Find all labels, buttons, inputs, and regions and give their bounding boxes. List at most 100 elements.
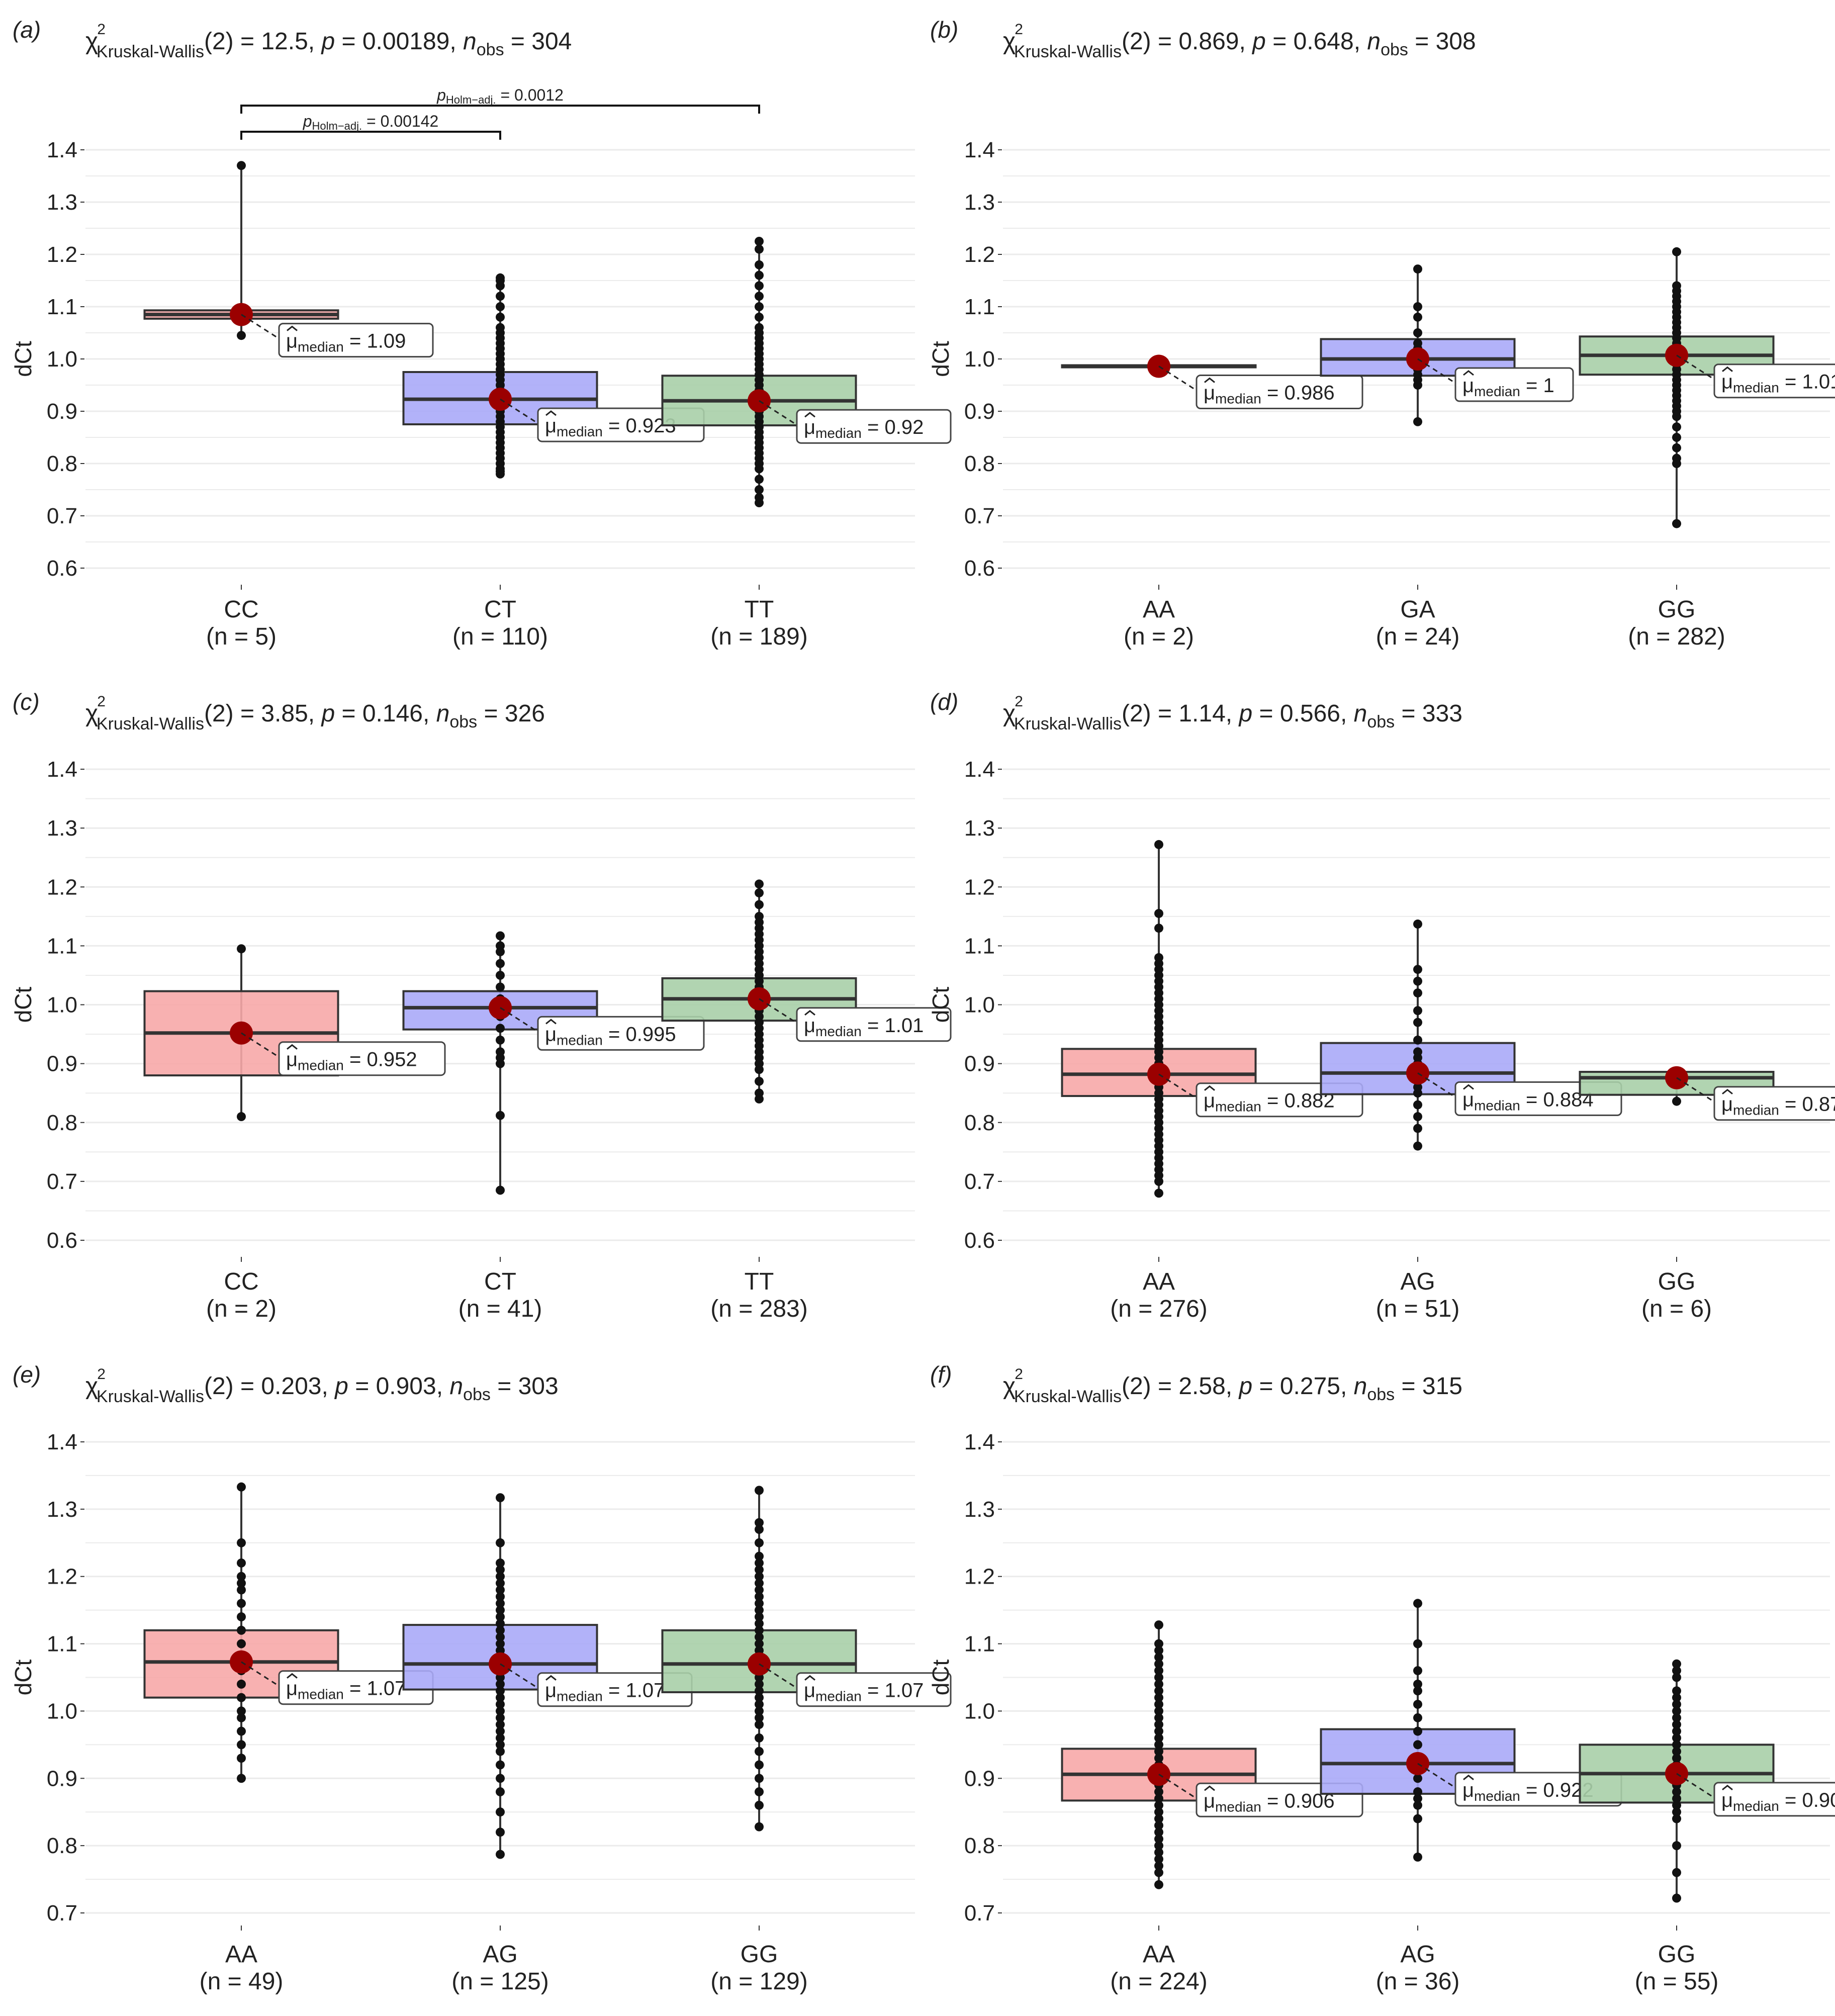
median-label: μmedian = 1.07: [545, 1680, 665, 1704]
data-point: [1672, 1893, 1681, 1903]
data-point: [755, 1619, 764, 1628]
data-point: [1154, 1666, 1163, 1676]
y-tick-label: 1.2: [47, 875, 77, 899]
data-point: [755, 1076, 764, 1086]
y-tick-label: 1.0: [47, 1699, 77, 1723]
x-n-label: (n = 49): [200, 1968, 284, 1995]
data-point: [237, 1558, 246, 1568]
data-point: [755, 879, 764, 889]
significance-bracket: pHolm−adj. = 0.0012: [240, 86, 760, 114]
data-point: [237, 1713, 246, 1722]
y-tick-label: 1.4: [964, 1430, 995, 1454]
data-point: [1154, 924, 1163, 933]
x-n-label: (n = 224): [1110, 1968, 1207, 1995]
median-label-leader: [500, 1007, 538, 1033]
data-point: [1413, 1599, 1422, 1608]
y-axis-label: dCt: [10, 1659, 36, 1695]
panel-tag: (d): [930, 689, 958, 715]
median-label: μmedian = 1: [1462, 375, 1554, 399]
y-tick-label: 0.8: [47, 451, 77, 476]
y-tick-label: 1.0: [47, 993, 77, 1018]
x-tick-label: TT: [745, 1268, 774, 1295]
data-point: [237, 1726, 246, 1736]
y-tick-label: 0.7: [964, 504, 995, 528]
data-point: [755, 1822, 764, 1831]
data-point: [496, 1538, 505, 1547]
x-tick-label: CC: [224, 596, 258, 623]
x-tick-label: AG: [483, 1941, 517, 1968]
hat-mark: [1204, 377, 1215, 383]
x-n-label: (n = 41): [458, 1296, 542, 1322]
x-n-label: (n = 55): [1635, 1968, 1719, 1995]
data-point: [496, 1565, 505, 1575]
data-point: [1413, 1726, 1422, 1736]
data-point: [237, 1679, 246, 1689]
data-point: [1672, 1673, 1681, 1682]
data-point: [496, 1185, 505, 1195]
data-point: [1154, 1693, 1163, 1702]
y-tick-label: 0.6: [47, 1228, 77, 1253]
data-point: [496, 1585, 505, 1595]
data-point: [237, 331, 246, 340]
data-point: [1672, 443, 1681, 452]
x-n-label: (n = 6): [1641, 1296, 1712, 1322]
median-label: μmedian = 0.907: [1721, 1789, 1835, 1814]
median-label-box: [796, 1007, 952, 1042]
x-tick-label: CC: [224, 1268, 258, 1295]
data-point: [1413, 1047, 1422, 1057]
median-label: μmedian = 1.09: [286, 330, 406, 355]
x-n-label: (n = 36): [1376, 1968, 1460, 1995]
panel-tag: (c): [13, 689, 40, 715]
y-tick-label: 1.1: [47, 934, 77, 958]
data-point: [1672, 247, 1681, 256]
data-point: [1154, 1713, 1163, 1722]
hat-mark: [1722, 1088, 1733, 1094]
data-point: [1154, 1820, 1163, 1830]
data-point: [496, 941, 505, 951]
data-point: [755, 485, 764, 494]
x-n-label: (n = 125): [451, 1968, 548, 1995]
bracket-label: pHolm−adj. = 0.00142: [303, 112, 439, 132]
y-tick-label: 0.9: [964, 1052, 995, 1076]
data-point: [755, 1625, 764, 1635]
median-label-leader: [241, 1661, 280, 1687]
data-point: [496, 1111, 505, 1120]
data-point: [1413, 264, 1422, 274]
data-point: [1672, 1726, 1681, 1736]
median-label-box: [1713, 1782, 1835, 1817]
hat-mark: [287, 1044, 298, 1050]
data-point: [1413, 328, 1422, 337]
data-point: [1672, 1659, 1681, 1669]
x-tick-label: AA: [1143, 1941, 1175, 1968]
data-point: [1413, 338, 1422, 348]
data-point: [755, 1565, 764, 1575]
data-point: [1154, 1800, 1163, 1810]
group-GA: μmedian = 1 GA(n = 24): [1320, 264, 1574, 650]
data-point: [496, 1733, 505, 1743]
data-point: [755, 493, 764, 502]
y-tick-label: 0.6: [964, 556, 995, 581]
data-point: [1413, 1679, 1422, 1689]
median-label-box: [1196, 375, 1363, 410]
data-point: [1413, 920, 1422, 929]
y-tick-label: 1.3: [47, 816, 77, 841]
median-label: μmedian = 1.01: [1721, 371, 1835, 396]
data-point: [1154, 1794, 1163, 1803]
median-label-leader: [1676, 1077, 1715, 1103]
group-GG: μmedian = 0.907 GG(n = 55): [1579, 1659, 1835, 1995]
data-point: [1154, 1720, 1163, 1729]
y-tick-label: 1.2: [964, 875, 995, 899]
data-point: [496, 1774, 505, 1783]
x-n-label: (n = 189): [710, 623, 807, 650]
data-point: [1154, 1733, 1163, 1743]
bracket-line: [240, 105, 760, 114]
panel-d: (d) χ2 Kruskal-Wallis(2) = 1.14, p = 0.566…: [928, 689, 1835, 1322]
median-label-leader: [1158, 1773, 1197, 1799]
median-label-box: [537, 1016, 705, 1051]
data-point: [496, 1047, 505, 1057]
data-point: [1413, 1774, 1422, 1783]
data-point: [755, 900, 764, 909]
x-tick-label: CT: [484, 596, 516, 623]
y-tick-label: 0.7: [47, 1901, 77, 1926]
